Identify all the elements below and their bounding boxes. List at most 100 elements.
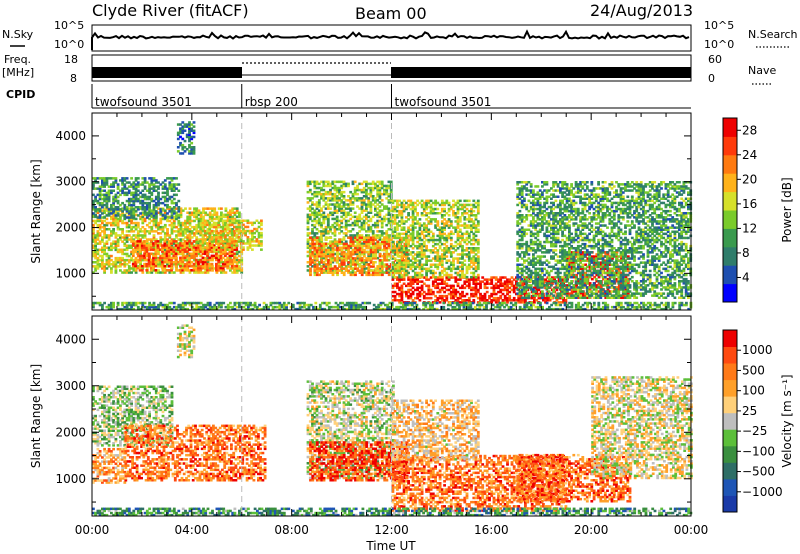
heatmap-cell [537, 288, 541, 292]
heatmap-cell [398, 271, 401, 275]
heatmap-cell [235, 242, 239, 245]
heatmap-cell [188, 252, 191, 255]
heatmap-cell [427, 212, 431, 215]
heatmap-cell [467, 296, 471, 300]
heatmap-cell [103, 177, 106, 180]
heatmap-cell [188, 139, 191, 143]
heatmap-cell [229, 211, 232, 214]
heatmap-cell [420, 212, 424, 215]
heatmap-cell [367, 211, 371, 214]
heatmap-cell [156, 252, 160, 255]
heatmap-cell [136, 177, 140, 180]
heatmap-cell [378, 253, 382, 256]
heatmap-cell [231, 217, 235, 221]
heatmap-cell [393, 299, 397, 302]
heatmap-cell [555, 288, 559, 292]
heatmap-cell [333, 240, 337, 244]
heatmap-cell [315, 265, 319, 268]
heatmap-cell [114, 265, 118, 268]
heatmap-cell [125, 193, 129, 197]
heatmap-cell [342, 267, 346, 270]
heatmap-cell [393, 218, 397, 221]
heatmap-cell [170, 211, 174, 214]
heatmap-cell [365, 230, 368, 233]
heatmap-cell [193, 207, 196, 210]
heatmap-cell [138, 264, 142, 268]
heatmap-cell [179, 225, 183, 229]
heatmap-cell [411, 261, 415, 264]
heatmap-cell [206, 250, 209, 253]
heatmap-cell [306, 240, 310, 243]
heatmap-cell [374, 223, 377, 227]
heatmap-cell [391, 230, 395, 233]
heatmap-cell [407, 218, 410, 221]
heatmap-cell [226, 260, 230, 264]
heatmap-cell [381, 267, 384, 270]
heatmap-cell [255, 219, 259, 222]
heatmap-cell [474, 286, 478, 290]
heatmap-cell [175, 201, 178, 205]
heatmap-cell [458, 294, 462, 298]
heatmap-cell [381, 255, 384, 258]
heatmap-cell [320, 213, 323, 217]
heatmap-cell [197, 230, 201, 233]
heatmap-cell [387, 265, 391, 268]
heatmap-cell [174, 240, 178, 243]
heatmap-cell [134, 213, 138, 217]
heatmap-cell [467, 286, 471, 290]
heatmap-cell [436, 257, 440, 260]
heatmap-cell [136, 242, 140, 245]
heatmap-cell [411, 218, 415, 221]
heatmap-cell [465, 284, 469, 288]
heatmap-cell [351, 267, 355, 270]
heatmap-cell [132, 212, 136, 215]
heatmap-cell [175, 234, 178, 237]
heatmap-cell [143, 265, 147, 268]
heatmap-cell [378, 190, 382, 194]
heatmap-cell [362, 209, 366, 212]
heatmap-cell [139, 212, 142, 215]
heatmap-cell [229, 213, 232, 217]
heatmap-cell [365, 209, 368, 212]
heatmap-cell [476, 276, 480, 279]
heatmap-cell [400, 228, 404, 231]
heatmap-cell [103, 207, 106, 210]
heatmap-cell [315, 215, 319, 219]
heatmap-cell [320, 238, 324, 241]
heatmap-cell [436, 220, 440, 223]
heatmap-cell [197, 269, 200, 272]
heatmap-cell [322, 232, 326, 235]
heatmap-cell [188, 256, 191, 260]
heatmap-cell [105, 195, 109, 199]
heatmap-cell [400, 263, 404, 266]
heatmap-cell [369, 195, 373, 198]
heatmap-cell [96, 193, 100, 197]
heatmap-cell [116, 258, 120, 262]
heatmap-cell [347, 244, 351, 248]
heatmap-cell [132, 261, 136, 264]
heatmap-cell [116, 209, 120, 212]
heatmap-cell [407, 226, 410, 229]
heatmap-cell [181, 223, 185, 227]
heatmap-cell [387, 184, 391, 188]
heatmap-cell [396, 216, 399, 219]
heatmap-cell [141, 195, 145, 199]
heatmap-cell [378, 192, 382, 196]
heatmap-cell [110, 258, 113, 262]
heatmap-cell [335, 201, 339, 204]
heatmap-cell [503, 280, 507, 283]
heatmap-cell [335, 221, 339, 225]
heatmap-cell [393, 265, 397, 269]
heatmap-cell [499, 288, 503, 292]
heatmap-cell [134, 183, 138, 186]
heatmap-cell [501, 292, 505, 296]
heatmap-cell [176, 131, 180, 135]
heatmap-cell [407, 271, 410, 275]
heatmap-cell [213, 230, 217, 233]
heatmap-cell [465, 299, 469, 302]
heatmap-cell [231, 221, 235, 225]
heatmap-cell [235, 258, 239, 262]
heatmap-cell [152, 238, 156, 241]
heatmap-cell [186, 219, 190, 223]
